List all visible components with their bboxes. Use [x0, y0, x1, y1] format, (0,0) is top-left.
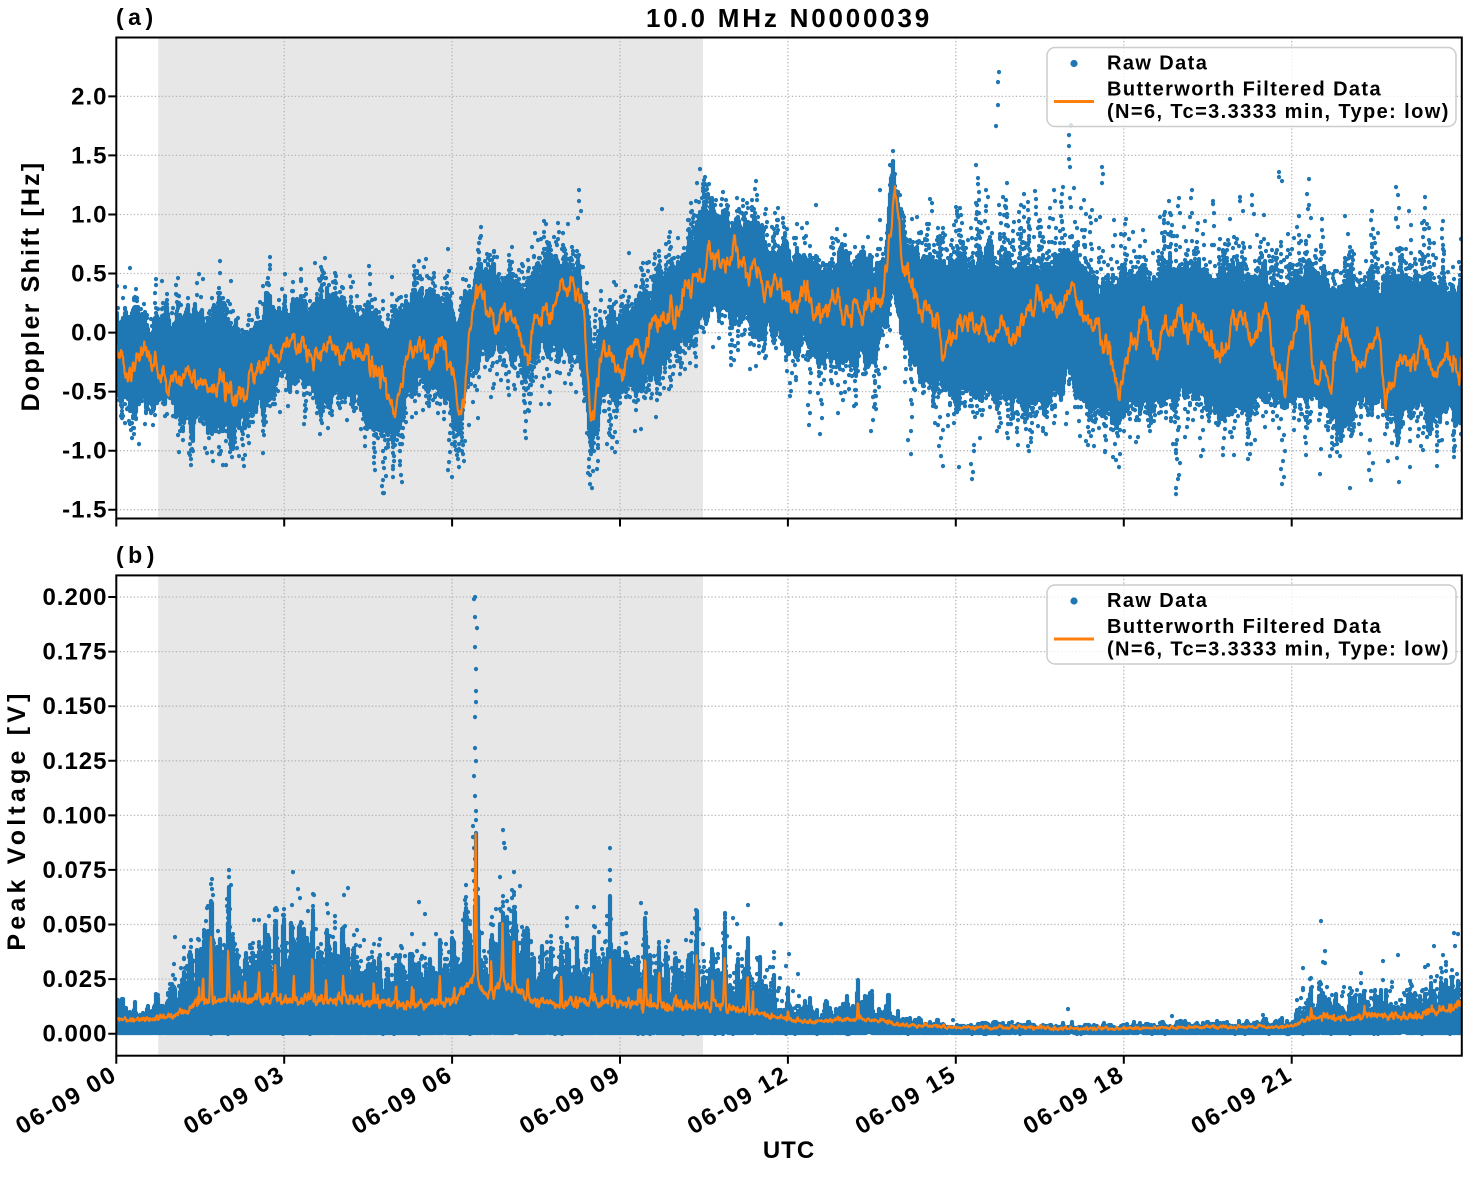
svg-text:0.200: 0.200 [42, 584, 107, 611]
svg-text:0.175: 0.175 [42, 639, 107, 666]
svg-text:0.5: 0.5 [71, 261, 107, 288]
svg-text:0.0: 0.0 [71, 320, 107, 347]
svg-text:1.5: 1.5 [71, 142, 107, 169]
svg-text:10.0 MHz N0000039: 10.0 MHz N0000039 [646, 3, 932, 33]
svg-text:(a): (a) [116, 4, 158, 30]
svg-text:(N=6, Tc=3.3333 min, Type: low: (N=6, Tc=3.3333 min, Type: low) [1107, 639, 1450, 661]
svg-text:0.025: 0.025 [42, 966, 107, 993]
svg-text:0.125: 0.125 [42, 748, 107, 775]
svg-text:Butterworth Filtered Data: Butterworth Filtered Data [1107, 616, 1382, 638]
svg-text:Raw Data: Raw Data [1107, 53, 1208, 75]
svg-text:0.050: 0.050 [42, 912, 107, 939]
svg-text:0.150: 0.150 [42, 693, 107, 720]
svg-text:Peak Voltage [V]: Peak Voltage [V] [3, 689, 31, 950]
svg-text:0.100: 0.100 [42, 802, 107, 829]
svg-text:-1.5: -1.5 [62, 497, 107, 524]
svg-text:Butterworth Filtered Data: Butterworth Filtered Data [1107, 79, 1382, 101]
svg-text:-1.0: -1.0 [62, 438, 107, 465]
svg-text:1.0: 1.0 [71, 202, 107, 229]
svg-text:Raw Data: Raw Data [1107, 590, 1208, 612]
svg-text:UTC: UTC [763, 1137, 815, 1164]
svg-text:-0.5: -0.5 [62, 379, 107, 406]
svg-text:Doppler Shift [Hz]: Doppler Shift [Hz] [17, 161, 45, 412]
svg-text:0.075: 0.075 [42, 857, 107, 884]
svg-text:2.0: 2.0 [71, 83, 107, 110]
svg-text:(b): (b) [116, 542, 159, 568]
svg-text:(N=6, Tc=3.3333 min, Type: low: (N=6, Tc=3.3333 min, Type: low) [1107, 101, 1450, 123]
svg-text:0.000: 0.000 [42, 1021, 107, 1048]
